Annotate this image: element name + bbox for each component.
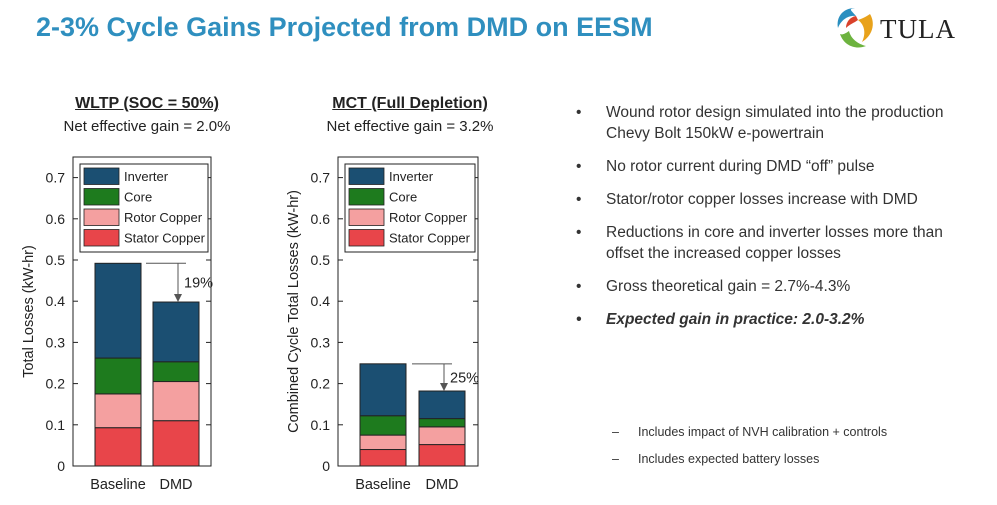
y-tick-label: 0.7 xyxy=(46,170,66,186)
annotation-label: 19% xyxy=(184,276,213,292)
bar-segment-rotor-copper xyxy=(359,434,407,451)
x-tick-label: DMD xyxy=(159,477,192,493)
legend-swatch xyxy=(83,188,120,206)
bullet-marker: • xyxy=(576,104,582,121)
legend-label: Stator Copper xyxy=(389,231,471,246)
chart1-subtitle: Net effective gain = 2.0% xyxy=(63,118,231,135)
bullet-marker: • xyxy=(576,191,582,208)
legend-swatch xyxy=(83,229,120,247)
sub-bullet-marker: – xyxy=(612,452,619,466)
legend-label: Inverter xyxy=(124,169,169,184)
bullet-item: • Wound rotor design simulated into the p… xyxy=(576,102,976,144)
chart2-subtitle: Net effective gain = 3.2% xyxy=(326,118,494,135)
y-tick-label: 0.4 xyxy=(311,293,331,309)
bar-segment-rotor-copper xyxy=(418,426,466,446)
legend-label: Stator Copper xyxy=(124,231,206,246)
bar-segment-inverter xyxy=(418,390,466,420)
y-tick-label: 0.4 xyxy=(46,293,66,309)
bar-segment-inverter xyxy=(359,363,407,417)
bullet-text: Stator/rotor copper losses increase with… xyxy=(606,191,918,208)
legend-swatch xyxy=(83,167,120,185)
bullet-marker: • xyxy=(576,278,582,295)
bar-segment-inverter xyxy=(152,301,200,363)
tula-logo: TULA xyxy=(832,4,982,54)
sub-bullet-text: Includes expected battery losses xyxy=(638,452,820,466)
bar-segment-core xyxy=(152,361,200,383)
annotation-label: 25% xyxy=(450,370,479,386)
bullet-marker: • xyxy=(576,158,582,175)
y-tick-label: 0.3 xyxy=(46,334,66,350)
slide-title: 2-3% Cycle Gains Projected from DMD on E… xyxy=(36,12,653,42)
chart2-svg: 0 0.1 0.2 0.3 0.4 0.5 0.6 0.7 Combined Cycle Tot… xyxy=(286,156,479,493)
legend-label: Core xyxy=(389,190,417,205)
legend-swatch xyxy=(348,229,385,247)
y-tick-label: 0.1 xyxy=(311,417,331,433)
bar-segment-core xyxy=(359,415,407,436)
chart1-svg: 0 0.1 0.2 0.3 0.4 0.5 0.6 0.7 Total Losses (kW-h… xyxy=(21,156,213,493)
bar-segment-stator-copper xyxy=(94,427,142,467)
y-tick-label: 0.5 xyxy=(311,252,331,268)
bullet-text: Reductions in core and inverter losses m… xyxy=(606,224,943,262)
plot-frame xyxy=(337,156,479,467)
annotation-arrow-head xyxy=(174,294,182,303)
bullet-text: Wound rotor design simulated into the pr… xyxy=(606,104,944,142)
bullet-item: • No rotor current during DMD “off” pulse xyxy=(576,156,976,177)
sub-bullet-item: – Includes impact of NVH calibration + co… xyxy=(612,424,887,440)
y-tick-label: 0.6 xyxy=(46,211,66,227)
legend-swatch xyxy=(348,167,385,185)
bar-segment-stator-copper xyxy=(152,420,200,467)
sub-bullet-item: – Includes expected battery losses xyxy=(612,451,887,467)
x-tick-label: Baseline xyxy=(90,477,146,493)
chart2-title: MCT (Full Depletion) xyxy=(332,95,488,112)
bullet-item: • Reductions in core and inverter losses … xyxy=(576,222,976,264)
bullet-text: Expected gain in practice: 2.0-3.2% xyxy=(606,311,865,328)
legend-swatch xyxy=(348,208,385,226)
bar-segment-rotor-copper xyxy=(152,381,200,422)
legend-label: Inverter xyxy=(389,169,434,184)
tula-logo-icon xyxy=(837,8,873,48)
x-tick-label: DMD xyxy=(425,477,458,493)
bar-segment-stator-copper xyxy=(418,444,466,467)
bullet-text: Gross theoretical gain = 2.7%-4.3% xyxy=(606,278,851,295)
y-tick-label: 0 xyxy=(57,458,65,474)
y-tick-label: 0.1 xyxy=(46,417,66,433)
bullet-item: • Stator/rotor copper losses increase wit… xyxy=(576,189,976,210)
legend-swatch xyxy=(348,188,385,206)
bar-segment-core xyxy=(94,357,142,395)
plot-frame xyxy=(72,156,212,467)
y-axis-label: Total Losses (kW-hr) xyxy=(21,245,37,378)
y-tick-label: 0 xyxy=(322,458,330,474)
annotation-arrow-head xyxy=(440,383,448,392)
bullet-text: No rotor current during DMD “off” pulse xyxy=(606,158,875,175)
bullet-marker: • xyxy=(576,224,582,241)
sub-bullet-marker: – xyxy=(612,425,619,439)
bullet-marker: • xyxy=(576,311,582,328)
legend-label: Core xyxy=(124,190,152,205)
legend-label: Rotor Copper xyxy=(124,210,203,225)
y-tick-label: 0.2 xyxy=(311,376,331,392)
bar-segment-core xyxy=(418,418,466,428)
bullet-item: • Gross theoretical gain = 2.7%-4.3% xyxy=(576,276,976,297)
y-tick-label: 0.2 xyxy=(46,376,66,392)
sub-bullet-list: – Includes impact of NVH calibration + co… xyxy=(612,424,887,478)
logo-text: TULA xyxy=(880,14,956,44)
y-tick-label: 0.5 xyxy=(46,252,66,268)
legend-swatch xyxy=(83,208,120,226)
y-tick-label: 0.6 xyxy=(311,211,331,227)
bar-segment-stator-copper xyxy=(359,449,407,467)
y-tick-label: 0.3 xyxy=(311,334,331,350)
bar-segment-inverter xyxy=(94,262,142,359)
y-axis-label: Combined Cycle Total Losses (kW-hr) xyxy=(286,190,302,433)
bullet-list: • Wound rotor design simulated into the p… xyxy=(576,102,976,342)
legend-label: Rotor Copper xyxy=(389,210,468,225)
bar-segment-rotor-copper xyxy=(94,393,142,429)
sub-bullet-text: Includes impact of NVH calibration + con… xyxy=(638,425,888,439)
y-tick-label: 0.7 xyxy=(311,170,331,186)
x-tick-label: Baseline xyxy=(355,477,411,493)
bullet-item-emphasis: • Expected gain in practice: 2.0-3.2% xyxy=(576,309,976,330)
chart1-title: WLTP (SOC = 50%) xyxy=(75,95,219,112)
